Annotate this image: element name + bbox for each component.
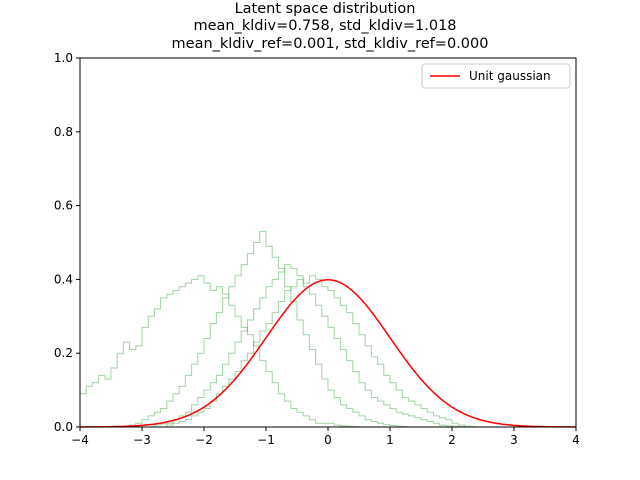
x-tick-label: 3 bbox=[510, 433, 518, 447]
axes-ticks: −4 −3 −2 −1 0 1 2 3 4 0.0 0.2 0.4 0.6 0.8 1.0 bbox=[54, 51, 580, 447]
x-tick-label: −4 bbox=[71, 433, 89, 447]
x-tick-label: 0 bbox=[324, 433, 332, 447]
chart-title-line-1: Latent space distribution bbox=[235, 1, 416, 17]
y-tick-label: 0.6 bbox=[54, 199, 73, 213]
x-tick-label: −1 bbox=[257, 433, 275, 447]
latent-histogram-2 bbox=[129, 230, 410, 428]
y-tick-label: 0.0 bbox=[54, 420, 73, 434]
x-tick-label: 4 bbox=[572, 433, 580, 447]
x-tick-label: 2 bbox=[448, 433, 456, 447]
chart-title-line-3: mean_kldiv_ref=0.001, std_kldiv_ref=0.00… bbox=[172, 36, 489, 52]
y-tick-label: 0.8 bbox=[54, 125, 73, 139]
legend-box bbox=[421, 63, 571, 89]
latent-histogram-1 bbox=[79, 275, 366, 428]
x-tick-label: −3 bbox=[133, 433, 151, 447]
y-tick-label: 0.4 bbox=[54, 272, 73, 286]
latent-histogram-4 bbox=[166, 275, 478, 428]
y-tick-label: 0.2 bbox=[54, 346, 73, 360]
legend: Unit gaussian bbox=[421, 63, 571, 89]
legend-label-unit-gaussian: Unit gaussian bbox=[469, 69, 551, 83]
axes-frame bbox=[79, 57, 577, 428]
y-tick-label: 1.0 bbox=[54, 51, 73, 65]
plot-area bbox=[79, 230, 576, 428]
unit-gaussian-curve bbox=[80, 279, 576, 428]
latent-histogram-3 bbox=[153, 264, 465, 428]
chart-title-line-2: mean_kldiv=0.758, std_kldiv=1.018 bbox=[193, 18, 456, 34]
x-tick-label: 1 bbox=[386, 433, 394, 447]
x-tick-label: −2 bbox=[195, 433, 213, 447]
